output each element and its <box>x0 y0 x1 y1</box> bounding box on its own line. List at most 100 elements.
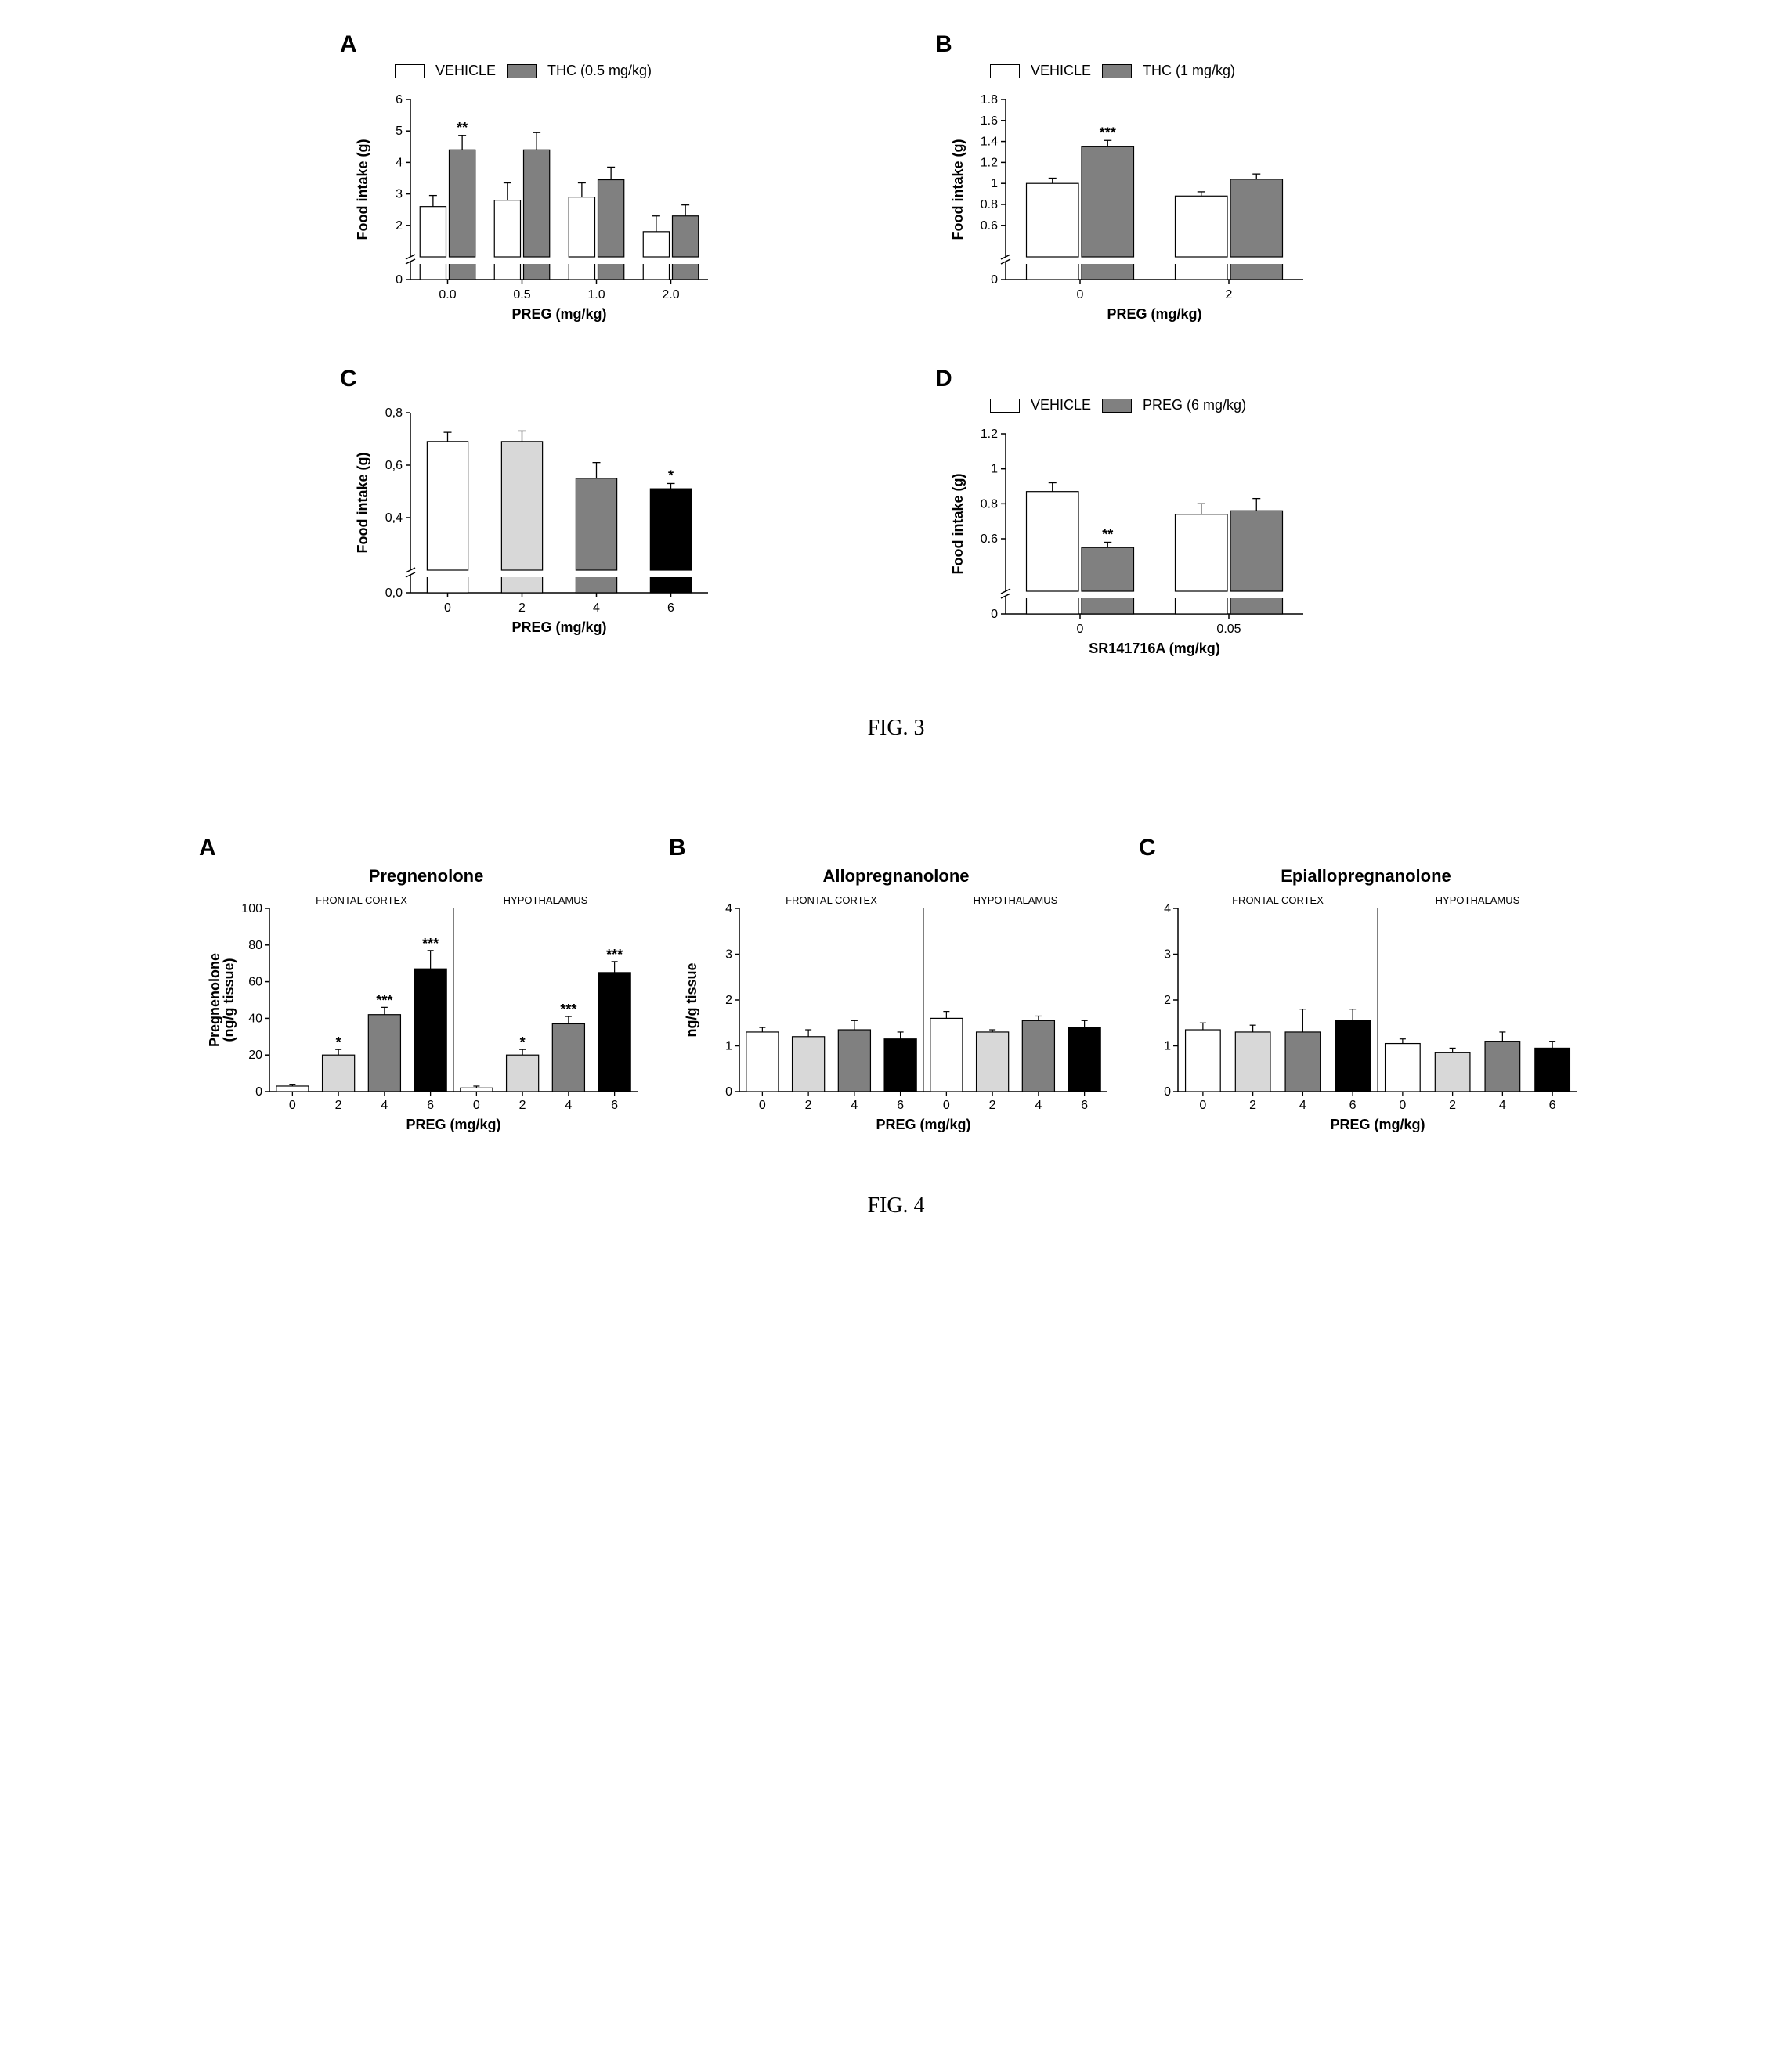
legend-label: VEHICLE <box>1031 397 1091 413</box>
svg-text:80: 80 <box>248 939 262 952</box>
fig4-panel-C: CEpiallopregnanolone01234FRONTAL CORTEX0… <box>1147 835 1585 1146</box>
svg-text:Food intake (g): Food intake (g) <box>950 139 966 240</box>
svg-text:PREG (mg/kg): PREG (mg/kg) <box>511 306 606 322</box>
panel-title: Pregnenolone <box>207 866 645 886</box>
svg-text:*: * <box>520 1034 526 1050</box>
svg-text:1: 1 <box>725 1040 732 1053</box>
fig3-panel-B: BVEHICLETHC (1 mg/kg)00.60.811.21.41.61.… <box>943 31 1444 334</box>
svg-text:0: 0 <box>759 1099 766 1112</box>
svg-text:0.8: 0.8 <box>981 497 998 511</box>
svg-text:2: 2 <box>518 601 526 615</box>
svg-text:1.0: 1.0 <box>587 288 605 301</box>
svg-text:PREG (mg/kg): PREG (mg/kg) <box>1107 306 1201 322</box>
svg-text:4: 4 <box>593 601 600 615</box>
svg-text:100: 100 <box>241 902 262 915</box>
svg-text:40: 40 <box>248 1012 262 1025</box>
svg-text:0: 0 <box>396 273 403 287</box>
legend: VEHICLETHC (0.5 mg/kg) <box>395 63 849 79</box>
svg-text:5: 5 <box>396 125 403 138</box>
svg-text:***: *** <box>1100 125 1116 140</box>
svg-text:4: 4 <box>1299 1099 1306 1112</box>
svg-text:6: 6 <box>1349 1099 1357 1112</box>
legend: VEHICLETHC (1 mg/kg) <box>990 63 1444 79</box>
svg-text:6: 6 <box>1549 1099 1556 1112</box>
svg-text:0: 0 <box>1077 288 1084 301</box>
svg-text:Food intake (g): Food intake (g) <box>950 474 966 575</box>
svg-text:0: 0 <box>991 273 998 287</box>
svg-text:2: 2 <box>1164 994 1171 1007</box>
svg-text:3: 3 <box>1164 948 1171 962</box>
svg-text:4: 4 <box>1499 1099 1506 1112</box>
svg-text:PREG (mg/kg): PREG (mg/kg) <box>876 1117 970 1132</box>
svg-text:1.2: 1.2 <box>981 428 998 441</box>
svg-text:1: 1 <box>991 177 998 190</box>
svg-text:HYPOTHALAMUS: HYPOTHALAMUS <box>974 894 1058 906</box>
svg-text:0.8: 0.8 <box>981 198 998 211</box>
svg-text:3: 3 <box>725 948 732 962</box>
svg-text:0: 0 <box>1164 1085 1171 1099</box>
fig4-panel-A: APregnenolone020406080100Pregnenolone(ng… <box>207 835 645 1146</box>
svg-text:0: 0 <box>943 1099 950 1112</box>
svg-text:HYPOTHALAMUS: HYPOTHALAMUS <box>504 894 588 906</box>
svg-text:*: * <box>336 1034 341 1050</box>
svg-text:0: 0 <box>444 601 451 615</box>
svg-text:***: *** <box>376 992 392 1008</box>
svg-text:20: 20 <box>248 1049 262 1062</box>
svg-text:***: *** <box>560 1002 576 1017</box>
svg-text:4: 4 <box>725 902 732 915</box>
svg-text:PREG (mg/kg): PREG (mg/kg) <box>511 619 606 635</box>
svg-text:0,0: 0,0 <box>385 587 403 600</box>
svg-text:6: 6 <box>611 1099 618 1112</box>
svg-text:***: *** <box>606 947 623 962</box>
figure-4: APregnenolone020406080100Pregnenolone(ng… <box>47 835 1745 1218</box>
legend-swatch <box>990 64 1020 78</box>
svg-text:2.0: 2.0 <box>662 288 679 301</box>
svg-text:2: 2 <box>725 994 732 1007</box>
legend-label: VEHICLE <box>435 63 496 79</box>
panel-letter: C <box>1139 835 1585 861</box>
svg-text:4: 4 <box>1035 1099 1042 1112</box>
svg-text:1.8: 1.8 <box>981 93 998 106</box>
svg-text:2: 2 <box>519 1099 526 1112</box>
svg-text:0: 0 <box>255 1085 262 1099</box>
svg-text:0.5: 0.5 <box>513 288 530 301</box>
legend-swatch <box>507 64 537 78</box>
svg-text:HYPOTHALAMUS: HYPOTHALAMUS <box>1436 894 1520 906</box>
svg-text:1.6: 1.6 <box>981 114 998 128</box>
svg-text:2: 2 <box>1449 1099 1456 1112</box>
svg-text:Food intake (g): Food intake (g) <box>355 453 370 554</box>
figure-3: AVEHICLETHC (0.5 mg/kg)023456Food intake… <box>47 31 1745 741</box>
legend-swatch <box>1102 399 1132 413</box>
legend-swatch <box>395 64 425 78</box>
fig3-panel-D: DVEHICLEPREG (6 mg/kg)00.60.811.2Food in… <box>943 366 1444 669</box>
fig4-caption: FIG. 4 <box>47 1193 1745 1218</box>
svg-text:**: ** <box>1102 526 1113 542</box>
svg-text:FRONTAL CORTEX: FRONTAL CORTEX <box>1232 894 1324 906</box>
svg-text:0: 0 <box>1199 1099 1206 1112</box>
panel-letter: C <box>340 366 849 392</box>
svg-text:ng/g tissue: ng/g tissue <box>684 962 699 1037</box>
panel-letter: B <box>935 31 1444 58</box>
svg-text:0: 0 <box>991 608 998 621</box>
svg-text:0: 0 <box>725 1085 732 1099</box>
svg-text:2: 2 <box>805 1099 812 1112</box>
svg-text:Food intake (g): Food intake (g) <box>355 139 370 240</box>
svg-text:0: 0 <box>1399 1099 1406 1112</box>
svg-text:**: ** <box>457 120 468 135</box>
panel-letter: B <box>669 835 1115 861</box>
fig4-panel-B: BAllopregnanolone01234ng/g tissueFRONTAL… <box>677 835 1115 1146</box>
svg-text:1.4: 1.4 <box>981 135 998 149</box>
svg-text:0.05: 0.05 <box>1216 623 1241 636</box>
svg-text:(ng/g tissue): (ng/g tissue) <box>221 958 237 1042</box>
svg-text:2: 2 <box>396 219 403 233</box>
svg-text:PREG (mg/kg): PREG (mg/kg) <box>406 1117 500 1132</box>
svg-text:0.6: 0.6 <box>981 219 998 233</box>
svg-text:6: 6 <box>897 1099 904 1112</box>
panel-title: Epiallopregnanolone <box>1147 866 1585 886</box>
svg-text:0.0: 0.0 <box>439 288 456 301</box>
svg-text:4: 4 <box>381 1099 388 1112</box>
legend-label: PREG (6 mg/kg) <box>1143 397 1246 413</box>
svg-text:SR141716A (mg/kg): SR141716A (mg/kg) <box>1089 641 1219 656</box>
svg-text:6: 6 <box>396 93 403 106</box>
svg-text:*: * <box>668 468 674 483</box>
